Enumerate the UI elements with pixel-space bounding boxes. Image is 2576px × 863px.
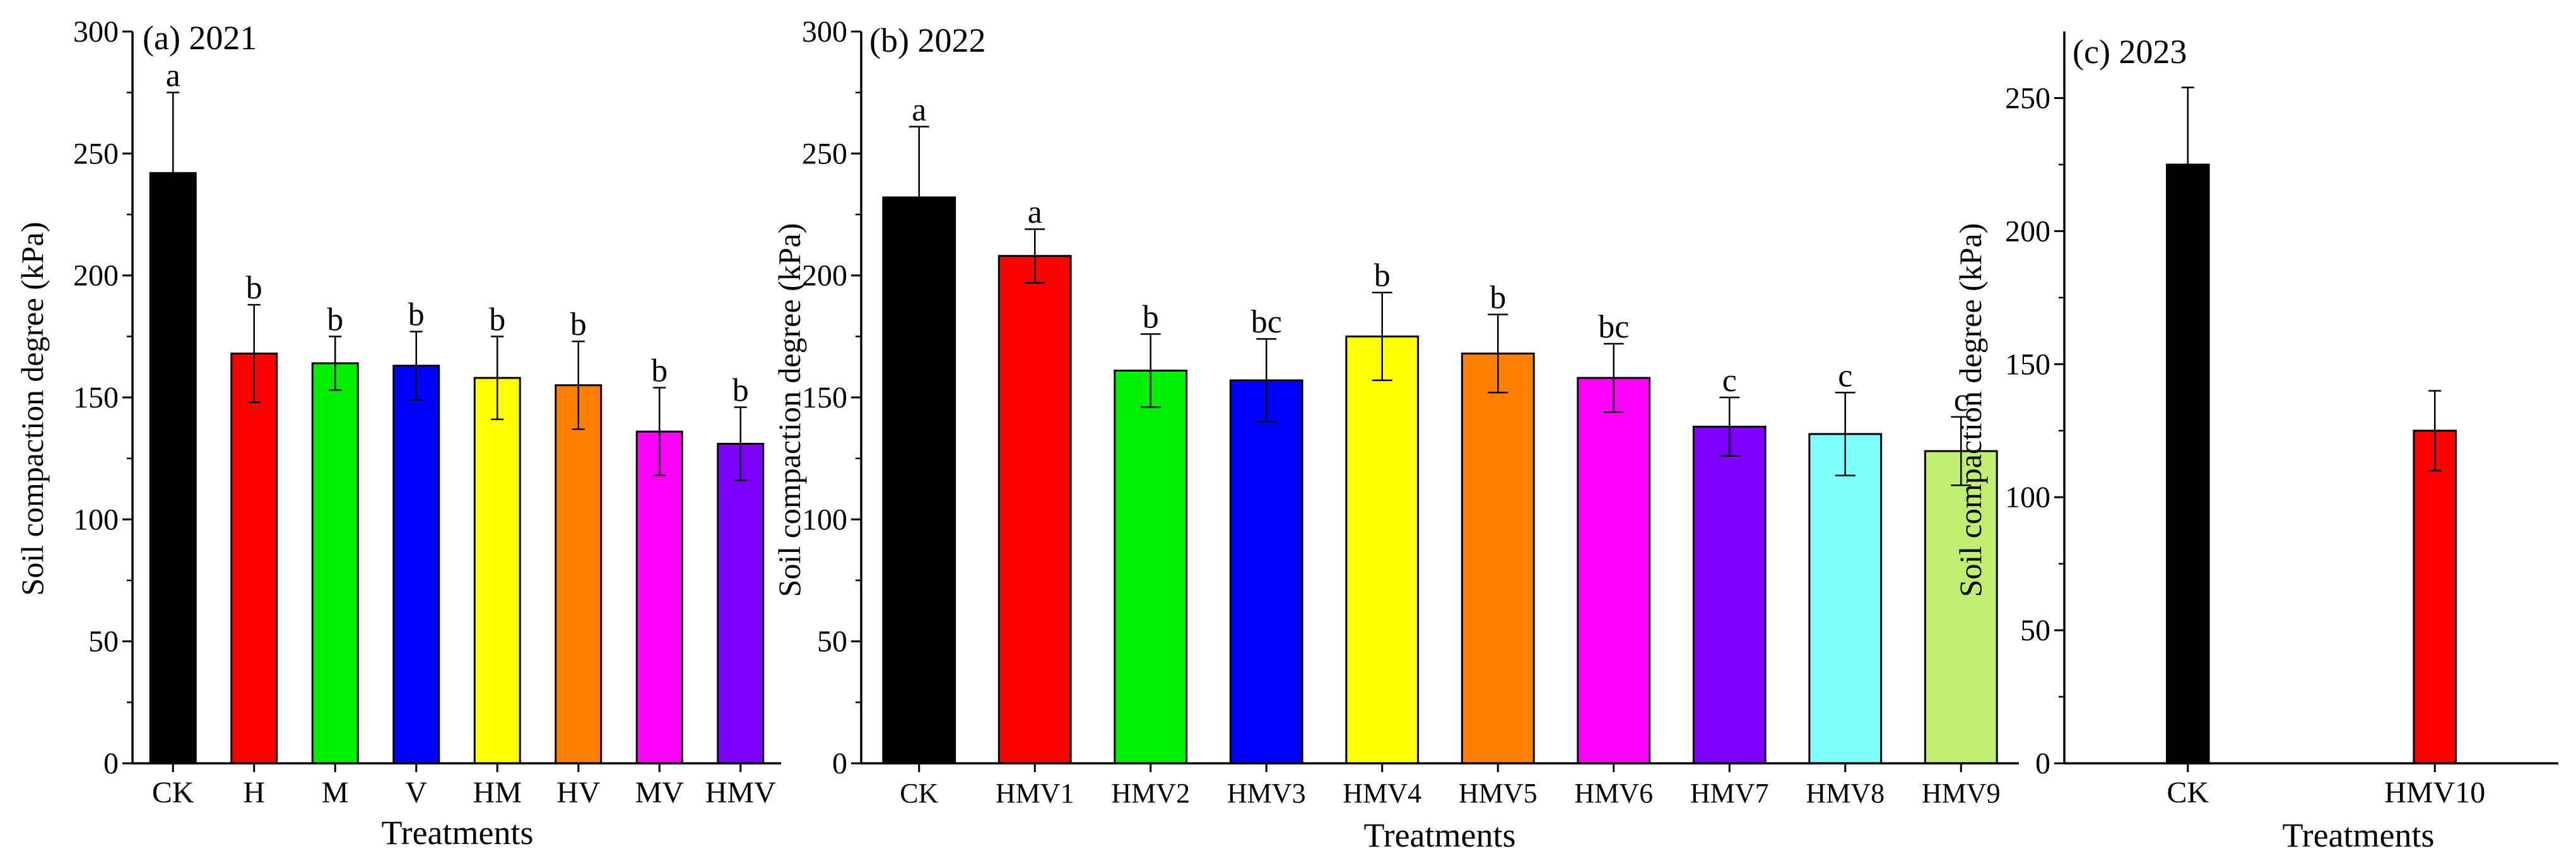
panel-c-y-axis-label: Soil compaction degree (kPa) — [1953, 223, 1988, 597]
y-tick-label: 150 — [73, 381, 119, 414]
bar-CK — [882, 196, 956, 765]
bar-HMV4 — [1345, 335, 1420, 765]
y-tick-label: 50 — [2020, 614, 2050, 647]
x-tick-label-HMV7: HMV7 — [1690, 778, 1769, 809]
x-tick-label-HMV10: HMV10 — [2384, 776, 2485, 809]
y-tick-label: 250 — [2005, 81, 2050, 115]
x-tick-label-V: V — [405, 776, 427, 809]
x-tick-label-H: H — [243, 776, 265, 809]
x-tick-label-CK: CK — [152, 776, 194, 809]
bar-HMV1 — [997, 255, 1072, 765]
y-tick-label: 0 — [103, 747, 119, 780]
significance-letter-HMV8: c — [1838, 358, 1852, 394]
significance-letter-M: b — [327, 302, 343, 338]
significance-letter-V: b — [408, 297, 425, 333]
bar-HMV6 — [1577, 377, 1651, 765]
panel-c-2023: CK HMV10 0 50 100 150 200 250 (c) 2023 Treatmen… — [1953, 32, 2558, 854]
panel-b-2022: a a b bc b b bc c c c CK HMV1 HMV2 HMV3 HMV4 HMV5 HMV6 H… — [772, 15, 2019, 854]
significance-letter-HMV2: b — [1143, 299, 1159, 335]
y-tick-label: 300 — [73, 15, 119, 49]
panel-a-y-axis-label: Soil compaction degree (kPa) — [15, 222, 50, 596]
bar-HM — [473, 377, 521, 765]
significance-letter-HV: b — [570, 307, 587, 343]
panel-a-x-axis-label: Treatments — [382, 814, 534, 852]
x-tick-label-HM: HM — [473, 776, 522, 809]
bar-MV — [635, 430, 683, 765]
x-tick-label-CK: CK — [900, 778, 938, 809]
panel-b-title: (b) 2022 — [869, 21, 985, 59]
y-tick-label: 100 — [802, 503, 847, 536]
axes-group: CK HMV10 0 50 100 150 200 250 — [2005, 32, 2558, 809]
significance-letter-HM: b — [489, 302, 505, 338]
x-tick-label-HMV9: HMV9 — [1922, 778, 2001, 809]
significance-letter-HMV5: b — [1490, 280, 1506, 316]
bars-group: a a b bc b b bc c c c — [882, 92, 1998, 765]
bar-HV — [555, 384, 603, 765]
bar-CK — [2165, 163, 2210, 765]
x-tick-label-HMV6: HMV6 — [1574, 778, 1653, 809]
significance-letter-HMV4: b — [1374, 258, 1391, 294]
significance-letter-HMV3: bc — [1251, 304, 1282, 340]
panel-c-x-axis-label: Treatments — [2283, 816, 2435, 854]
x-tick-label-HMV8: HMV8 — [1806, 778, 1885, 809]
y-tick-label: 150 — [802, 381, 847, 414]
y-tick-label: 300 — [802, 15, 847, 49]
x-tick-label-M: M — [322, 776, 349, 809]
y-tick-label: 50 — [817, 625, 847, 659]
significance-letter-MV: b — [651, 353, 668, 389]
bar-HMV10 — [2413, 430, 2457, 765]
significance-letter-HMV1: a — [1028, 194, 1042, 230]
x-tick-label-HMV: HMV — [705, 776, 776, 809]
x-tick-label-HMV4: HMV4 — [1343, 778, 1421, 809]
panel-a-2021: abb b b bbb CK H M V HM HV MV HMV05010015020025030… — [15, 15, 781, 852]
x-tick-label-HMV3: HMV3 — [1227, 778, 1306, 809]
bar-CK — [149, 172, 197, 765]
bar-HMV7 — [1692, 425, 1767, 765]
panel-c-title: (c) 2023 — [2073, 33, 2187, 71]
significance-letter-CK: a — [912, 92, 926, 128]
x-tick-label-CK: CK — [2167, 776, 2209, 809]
significance-letter-HMV7: c — [1722, 363, 1737, 399]
y-tick-label: 200 — [2005, 214, 2050, 248]
y-tick-label: 0 — [832, 747, 847, 780]
y-tick-label: 100 — [2005, 481, 2050, 514]
significance-letter-HMV9: c — [1954, 382, 1968, 418]
y-tick-label: 50 — [88, 625, 119, 659]
x-tick-label-HMV5: HMV5 — [1459, 778, 1538, 809]
x-tick-label-HV: HV — [556, 776, 601, 809]
bar-V — [392, 365, 440, 765]
axes-group: CK HMV1 HMV2 HMV3 HMV4 HMV5 HMV6 HMV7 HMV8 HMV9 0 5… — [802, 15, 2019, 809]
y-tick-label: 200 — [802, 259, 847, 293]
y-tick-label: 100 — [73, 503, 119, 536]
panel-b-y-axis-label: Soil compaction degree (kPa) — [772, 223, 807, 597]
bars-group — [2165, 86, 2457, 765]
significance-letter-CK: a — [166, 58, 180, 94]
x-tick-label-HMV1: HMV1 — [996, 778, 1074, 809]
x-tick-label-MV: MV — [635, 776, 685, 809]
bars-group: a b b b b b b b — [149, 58, 765, 765]
panel-a-title: (a) 2021 — [143, 19, 257, 57]
y-tick-label: 200 — [73, 259, 119, 293]
bar-HMV2 — [1114, 369, 1188, 765]
bar-HMV — [717, 442, 765, 765]
bar-HMV8 — [1808, 433, 1883, 765]
bar-H — [230, 352, 278, 765]
y-tick-label: 150 — [2005, 348, 2050, 381]
y-tick-label: 250 — [73, 137, 119, 170]
significance-letter-H: b — [246, 270, 262, 306]
bar-HMV5 — [1461, 352, 1535, 765]
bar-M — [311, 362, 359, 765]
panel-b-x-axis-label: Treatments — [1364, 816, 1516, 854]
y-tick-label: 250 — [802, 137, 847, 170]
y-tick-label: 0 — [2035, 747, 2050, 780]
significance-letter-HMV6: bc — [1598, 309, 1629, 345]
bar-HMV3 — [1229, 379, 1303, 765]
x-tick-label-HMV2: HMV2 — [1111, 778, 1190, 809]
significance-letter-HMV: b — [732, 372, 749, 408]
